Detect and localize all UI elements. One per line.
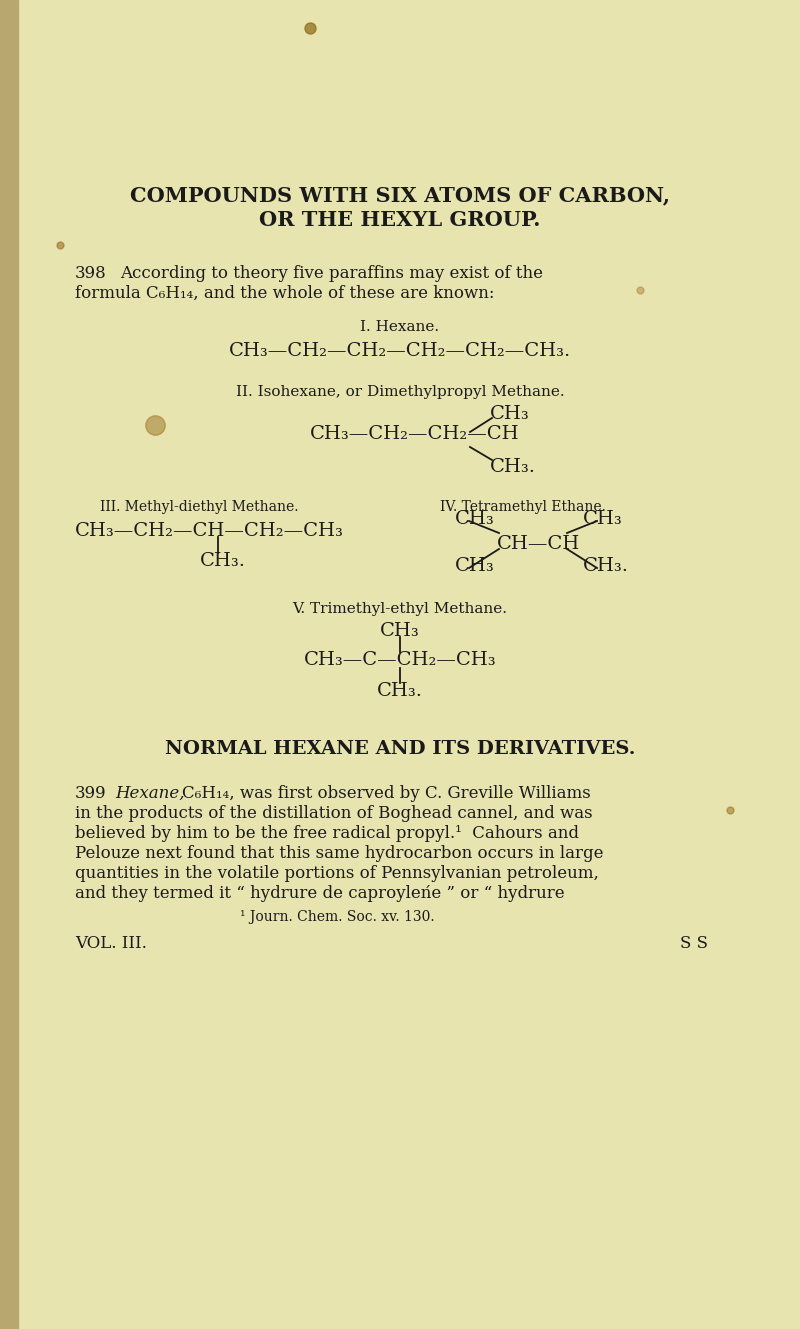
Text: CH₃.: CH₃. [583, 557, 629, 575]
Text: OR THE HEXYL GROUP.: OR THE HEXYL GROUP. [259, 210, 541, 230]
Text: and they termed it “ hydrure de caproyleńe ” or “ hydrure: and they termed it “ hydrure de caproyle… [75, 885, 565, 902]
Bar [0, 0, 18, 1329]
Text: According to theory five paraffins may exist of the: According to theory five paraffins may e… [120, 264, 543, 282]
Text: VOL. III.: VOL. III. [75, 936, 147, 952]
Text: believed by him to be the free radical propyl.¹  Cahours and: believed by him to be the free radical p… [75, 825, 579, 843]
Text: in the products of the distillation of Boghead cannel, and was: in the products of the distillation of B… [75, 805, 593, 823]
Text: CH₃.: CH₃. [490, 459, 536, 476]
Text: V. Trimethyl-ethyl Methane.: V. Trimethyl-ethyl Methane. [293, 602, 507, 617]
Text: 398: 398 [75, 264, 106, 282]
Text: S S: S S [680, 936, 708, 952]
Text: CH₃: CH₃ [490, 405, 530, 423]
Text: quantities in the volatile portions of Pennsylvanian petroleum,: quantities in the volatile portions of P… [75, 865, 599, 882]
Text: I. Hexane.: I. Hexane. [361, 320, 439, 334]
Text: II. Isohexane, or Dimethylpropyl Methane.: II. Isohexane, or Dimethylpropyl Methane… [236, 385, 564, 399]
Text: COMPOUNDS WITH SIX ATOMS OF CARBON,: COMPOUNDS WITH SIX ATOMS OF CARBON, [130, 185, 670, 205]
Text: ¹ Journ. Chem. Soc. xv. 130.: ¹ Journ. Chem. Soc. xv. 130. [240, 910, 434, 924]
Text: CH₃—C—CH₂—CH₃: CH₃—C—CH₂—CH₃ [304, 651, 496, 668]
Text: Pelouze next found that this same hydrocarbon occurs in large: Pelouze next found that this same hydroc… [75, 845, 603, 863]
Text: Hexane,: Hexane, [115, 785, 185, 801]
Text: IV. Tetramethyl Ethane.: IV. Tetramethyl Ethane. [440, 500, 606, 514]
Text: CH—CH: CH—CH [497, 536, 580, 553]
Text: formula C₆H₁₄, and the whole of these are known:: formula C₆H₁₄, and the whole of these ar… [75, 284, 494, 302]
Text: CH₃—CH₂—CH₂—CH: CH₃—CH₂—CH₂—CH [310, 425, 520, 443]
Text: NORMAL HEXANE AND ITS DERIVATIVES.: NORMAL HEXANE AND ITS DERIVATIVES. [165, 740, 635, 758]
Text: 399: 399 [75, 785, 106, 801]
Text: C₆H₁₄, was first observed by C. Greville Williams: C₆H₁₄, was first observed by C. Greville… [182, 785, 590, 801]
Text: CH₃—CH₂—CH—CH₂—CH₃: CH₃—CH₂—CH—CH₂—CH₃ [75, 522, 344, 540]
Text: CH₃: CH₃ [583, 510, 622, 528]
Text: CH₃: CH₃ [455, 557, 494, 575]
Text: CH₃.: CH₃. [377, 682, 423, 700]
Text: CH₃—CH₂—CH₂—CH₂—CH₂—CH₃.: CH₃—CH₂—CH₂—CH₂—CH₂—CH₃. [229, 342, 571, 360]
Text: III. Methyl-diethyl Methane.: III. Methyl-diethyl Methane. [100, 500, 298, 514]
Text: CH₃.: CH₃. [200, 552, 246, 570]
Text: CH₃: CH₃ [455, 510, 494, 528]
Text: CH₃: CH₃ [380, 622, 420, 641]
